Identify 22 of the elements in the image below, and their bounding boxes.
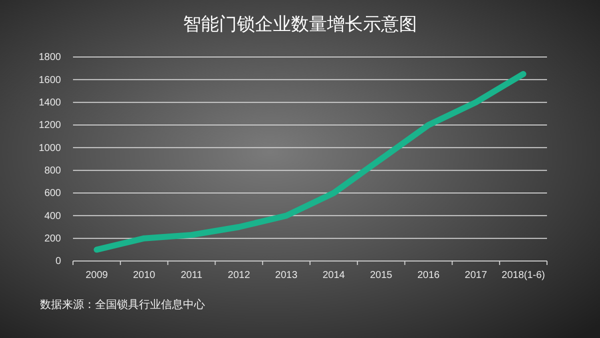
source-note: 数据来源：全国锁具行业信息中心 (40, 298, 205, 311)
x-tick-label: 2012 (228, 270, 250, 282)
x-tick-label: 2018(1-6) (502, 270, 545, 282)
y-tick-label: 200 (44, 234, 62, 245)
x-tick-label: 2010 (132, 270, 156, 282)
x-tick-label: 2009 (86, 270, 108, 282)
y-tick-label: 1600 (38, 74, 62, 86)
y-tick-label: 1000 (38, 142, 62, 154)
x-tick-label: 2017 (464, 270, 488, 282)
chart-title: 智能门锁企业数量增长示意图 (183, 14, 417, 35)
x-tick-label: 2014 (322, 270, 346, 282)
x-tick-label: 2015 (370, 270, 393, 282)
y-tick-label: 1800 (38, 52, 62, 64)
y-tick-label: 800 (44, 166, 62, 177)
y-tick-label: 1400 (38, 98, 62, 109)
y-tick-label: 1200 (38, 120, 62, 132)
y-tick-label: 600 (44, 188, 62, 200)
y-tick-label: 0 (55, 256, 62, 268)
x-tick-label: 2011 (180, 270, 203, 282)
y-tick-label: 400 (44, 210, 62, 222)
x-tick-label: 2016 (417, 270, 440, 282)
x-tick-label: 2013 (275, 270, 298, 282)
